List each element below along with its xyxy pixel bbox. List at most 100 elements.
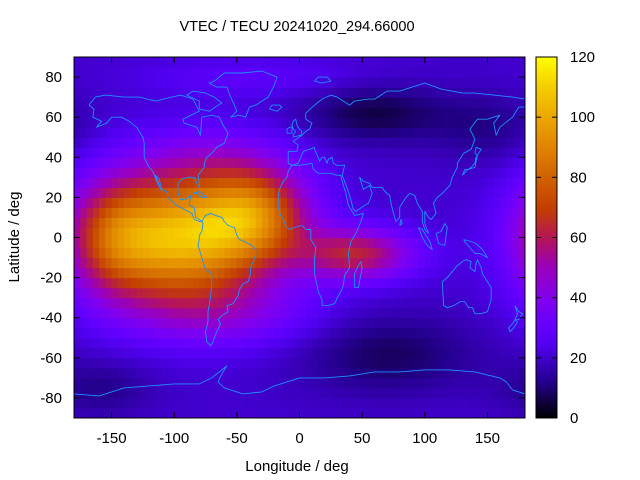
- heatmap-cell: [130, 117, 138, 128]
- heatmap-cell: [299, 367, 307, 379]
- heatmap-cell: [437, 317, 445, 329]
- heatmap-cell: [405, 67, 413, 78]
- heatmap-cell: [186, 387, 194, 399]
- coastline-japan: [461, 146, 482, 176]
- heatmap-cell: [468, 327, 476, 339]
- heatmap-cell: [142, 227, 150, 239]
- heatmap-cell: [249, 187, 257, 198]
- heatmap-cell: [224, 97, 232, 108]
- heatmap-cell: [274, 347, 282, 359]
- heatmap-cell: [405, 137, 413, 148]
- heatmap-cell: [230, 367, 238, 379]
- heatmap-cell: [481, 357, 489, 369]
- heatmap-cell: [418, 257, 426, 269]
- heatmap-cell: [130, 387, 138, 399]
- heatmap-cell: [174, 397, 182, 409]
- heatmap-cell: [293, 167, 301, 178]
- heatmap-cell: [481, 397, 489, 409]
- heatmap-cell: [205, 187, 213, 198]
- heatmap-cell: [180, 177, 188, 188]
- heatmap-cell: [124, 237, 131, 249]
- heatmap-cell: [387, 167, 395, 178]
- heatmap-cell: [155, 357, 163, 369]
- heatmap-cell: [318, 237, 326, 249]
- heatmap-cell: [487, 177, 495, 188]
- heatmap-cell: [86, 297, 94, 309]
- heatmap-cell: [380, 367, 388, 379]
- heatmap-cell: [199, 167, 207, 178]
- heatmap-cell: [249, 207, 257, 219]
- heatmap-cell: [230, 57, 238, 68]
- heatmap-cell: [130, 277, 138, 289]
- heatmap-cell: [174, 257, 182, 269]
- heatmap-cell: [412, 77, 420, 88]
- heatmap-cell: [243, 277, 250, 289]
- heatmap-cell: [312, 187, 319, 198]
- heatmap-cell: [74, 357, 81, 369]
- heatmap-cell: [274, 167, 282, 178]
- heatmap-cell: [293, 107, 301, 118]
- heatmap-cell: [243, 157, 250, 168]
- heatmap-cell: [293, 337, 301, 349]
- colorbar-tick-label: 80: [570, 169, 587, 186]
- heatmap-cell: [136, 257, 144, 269]
- heatmap-cell: [431, 87, 438, 98]
- heatmap-cell: [261, 177, 269, 188]
- heatmap-cell: [380, 407, 388, 418]
- heatmap-cell: [249, 337, 257, 349]
- heatmap-cell: [224, 147, 232, 158]
- heatmap-cell: [293, 227, 301, 239]
- heatmap-cell: [205, 337, 213, 349]
- heatmap-cell: [124, 147, 131, 158]
- heatmap-cell: [224, 387, 232, 399]
- heatmap-cell: [312, 177, 319, 188]
- y-tick-label: 80: [45, 69, 62, 86]
- heatmap-cell: [268, 137, 276, 148]
- heatmap-cell: [355, 227, 363, 239]
- heatmap-cell: [418, 287, 426, 299]
- heatmap-cell: [312, 337, 319, 349]
- heatmap-cell: [224, 377, 232, 389]
- heatmap-cell: [418, 387, 426, 399]
- heatmap-cell: [261, 397, 269, 409]
- heatmap-cell: [380, 67, 388, 78]
- heatmap-cell: [506, 317, 514, 329]
- heatmap-cell: [518, 357, 525, 369]
- heatmap-cell: [462, 337, 470, 349]
- heatmap-cell: [243, 397, 250, 409]
- heatmap-cell: [512, 307, 520, 319]
- heatmap-cell: [205, 207, 213, 219]
- heatmap-cell: [86, 127, 94, 138]
- heatmap-cell: [186, 187, 194, 198]
- heatmap-cell: [274, 57, 282, 68]
- heatmap-cell: [512, 137, 520, 148]
- heatmap-cell: [499, 267, 507, 279]
- heatmap-cell: [431, 117, 438, 128]
- heatmap-cell: [274, 407, 282, 418]
- heatmap-cell: [224, 337, 232, 349]
- heatmap-cell: [393, 257, 401, 269]
- heatmap-cell: [255, 357, 263, 369]
- heatmap-cell: [380, 147, 388, 158]
- heatmap-cell: [418, 147, 426, 158]
- heatmap-cell: [299, 127, 307, 138]
- heatmap-cell: [368, 347, 376, 359]
- heatmap-cell: [462, 157, 470, 168]
- heatmap-cell: [211, 257, 219, 269]
- heatmap-cell: [499, 57, 507, 68]
- heatmap-cell: [362, 407, 369, 418]
- heatmap-cell: [205, 247, 213, 259]
- heatmap-cell: [149, 267, 157, 279]
- heatmap-cell: [117, 247, 125, 259]
- heatmap-cell: [155, 327, 163, 339]
- heatmap-cell: [362, 357, 369, 369]
- heatmap-cell: [218, 267, 225, 279]
- heatmap-cell: [99, 357, 106, 369]
- heatmap-cell: [199, 67, 207, 78]
- heatmap-cell: [337, 67, 344, 78]
- heatmap-cell: [393, 187, 401, 198]
- heatmap-cell: [431, 237, 438, 249]
- heatmap-cell: [349, 257, 357, 269]
- heatmap-cell: [255, 387, 263, 399]
- heatmap-cell: [105, 277, 113, 289]
